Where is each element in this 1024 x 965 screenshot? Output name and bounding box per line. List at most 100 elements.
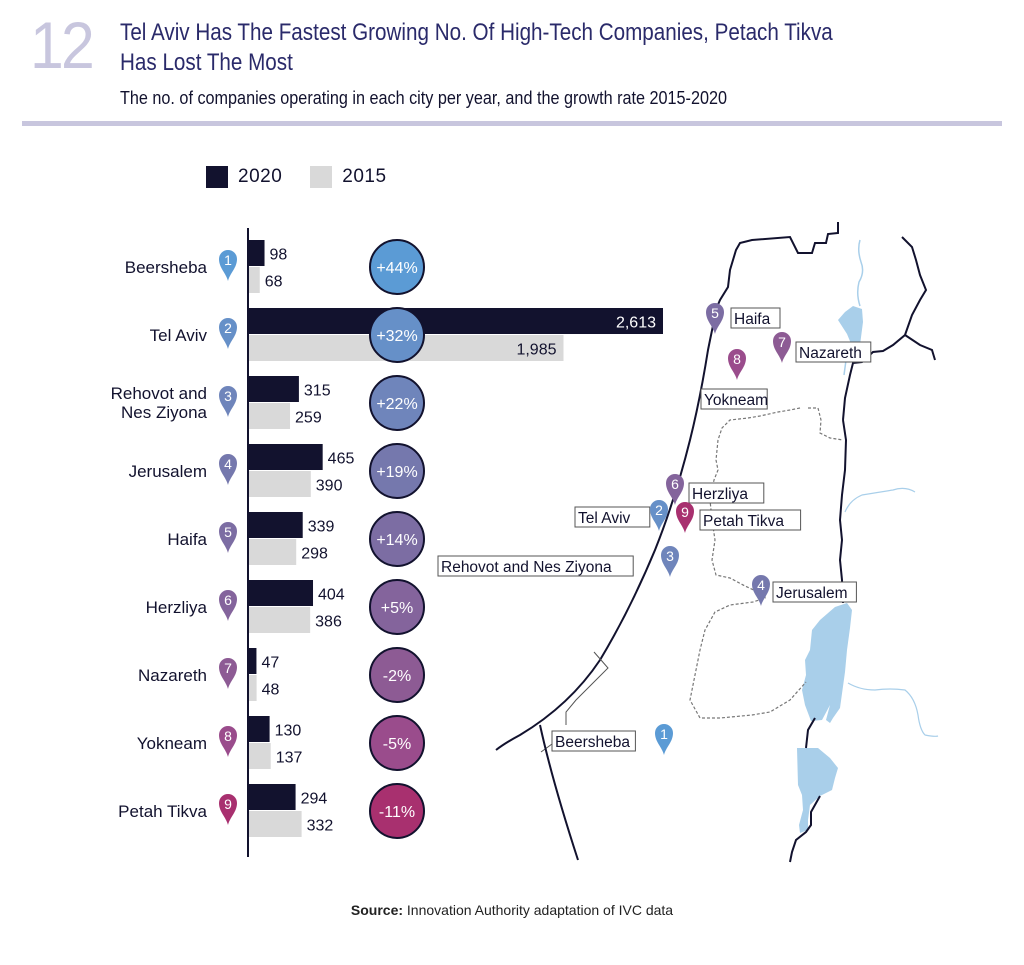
map-city-label: Petah Tikva [703, 513, 784, 530]
bar-value-label-2020: 339 [308, 519, 335, 536]
chart-title: Tel Aviv Has The Fastest Growing No. Of … [120, 18, 877, 78]
category-label: Nes Ziyona [121, 403, 208, 422]
map-label-box [795, 341, 872, 363]
bar-2015 [249, 471, 311, 497]
map-pin-number: 4 [757, 577, 765, 593]
figure-number: 12 [30, 8, 95, 82]
bar-value-label-2015: 259 [295, 410, 322, 427]
map-label-box [688, 482, 765, 504]
growth-rate-bubble [369, 443, 425, 499]
growth-rate-label: +32% [376, 328, 417, 345]
coastline [495, 306, 718, 751]
category-label: Jerusalem [129, 462, 207, 481]
growth-rate-bubble [369, 647, 425, 703]
bar-value-label-2015: 48 [262, 682, 280, 699]
growth-rate-bubble [369, 715, 425, 771]
pin-rank-number: 6 [224, 592, 232, 608]
map-city-label: Yokneam [704, 392, 768, 409]
bar-2020 [249, 308, 663, 334]
map-pin-icon [650, 500, 668, 531]
legend-swatch-2020 [206, 166, 228, 188]
map-pin-icon [773, 332, 791, 363]
category-label: Rehovot and [111, 384, 207, 403]
growth-rate-label: -5% [383, 736, 411, 753]
bar-value-label-2020: 2,613 [616, 315, 656, 332]
map-label-box [437, 555, 634, 577]
sea-of-galilee [838, 306, 863, 346]
location-pin-icon [219, 726, 237, 757]
location-pin-icon [219, 794, 237, 825]
category-label: Haifa [167, 530, 207, 549]
map-label-box [574, 506, 651, 528]
bar-2015 [249, 675, 257, 701]
bar-value-label-2015: 298 [301, 546, 328, 563]
northeast-border [904, 334, 936, 361]
bar-value-label-2015: 137 [276, 750, 303, 767]
map-city-label: Haifa [734, 311, 771, 328]
bar-value-label-2020: 294 [301, 791, 328, 808]
bar-value-label-2015: 68 [265, 274, 283, 291]
map-pin-icon [706, 303, 724, 334]
source-text: Innovation Authority adaptation of IVC d… [406, 902, 674, 918]
pin-rank-number: 7 [224, 660, 232, 676]
location-pin-icon [219, 250, 237, 281]
dead-sea-south [797, 748, 838, 833]
wadi-east-north [844, 487, 916, 513]
map-pin-number: 7 [778, 334, 786, 350]
chart-subtitle: The no. of companies operating in each c… [120, 88, 727, 108]
growth-rate-bubble [369, 239, 425, 295]
growth-rate-label: +14% [376, 532, 417, 549]
bar-value-label-2020: 98 [270, 247, 288, 264]
map-pins: Beersheba 1 Tel Aviv 2 Rehovot and Nes Ziyon… [437, 303, 872, 755]
west-bank-boundary [689, 407, 844, 719]
map-pin-number: 1 [660, 726, 668, 742]
bar-value-label-2020: 47 [261, 655, 279, 672]
legend-item-2015: 2015 [310, 166, 386, 188]
location-pin-icon [219, 658, 237, 689]
bar-2015 [249, 811, 302, 837]
growth-rate-bubble [369, 511, 425, 567]
bar-value-label-2015: 390 [316, 478, 343, 495]
map-city-label: Herzliya [692, 486, 748, 503]
header-divider [22, 121, 1002, 126]
bar-2020 [249, 784, 296, 810]
legend-item-2020: 2020 [206, 166, 282, 188]
map-pin-icon [655, 724, 673, 755]
category-label: Herzliya [146, 598, 208, 617]
map-pin-icon [661, 546, 679, 577]
bar-2020 [249, 580, 314, 606]
location-pin-icon [219, 522, 237, 553]
bar-2015 [249, 743, 271, 769]
map-pin-icon [676, 502, 694, 533]
map-label-box [551, 730, 636, 752]
map-city-label: Nazareth [799, 345, 862, 362]
map-pin-number: 6 [671, 476, 679, 492]
legend-label: 2015 [342, 166, 387, 187]
growth-rate-bubble [369, 579, 425, 635]
pin-rank-number: 9 [224, 796, 232, 812]
bar-2020 [249, 240, 265, 266]
map-label-box [772, 581, 857, 603]
map-pin-icon [666, 474, 684, 505]
map-label-box [699, 509, 802, 531]
location-pin-icon [219, 386, 237, 417]
category-label: Yokneam [137, 734, 207, 753]
map-pin-number: 8 [733, 351, 741, 367]
bar-value-label-2020: 465 [328, 451, 355, 468]
jordan-river-upper [856, 239, 864, 307]
bar-value-label-2015: 332 [307, 818, 334, 835]
category-label: Petah Tikva [118, 802, 207, 821]
legend-label: 2020 [238, 166, 283, 187]
location-pin-icon [219, 454, 237, 485]
category-label: Beersheba [125, 258, 208, 277]
arava-border-south [789, 795, 821, 863]
pin-rank-number: 1 [224, 252, 232, 268]
map-label-box [700, 388, 768, 410]
legend-swatch-2015 [310, 166, 333, 188]
growth-rate-label: -11% [379, 804, 415, 821]
growth-rate-label: +22% [376, 396, 417, 413]
map-pin-number: 5 [711, 305, 719, 321]
map-city-label: Beersheba [555, 734, 630, 751]
growth-rate-label: +19% [376, 464, 417, 481]
